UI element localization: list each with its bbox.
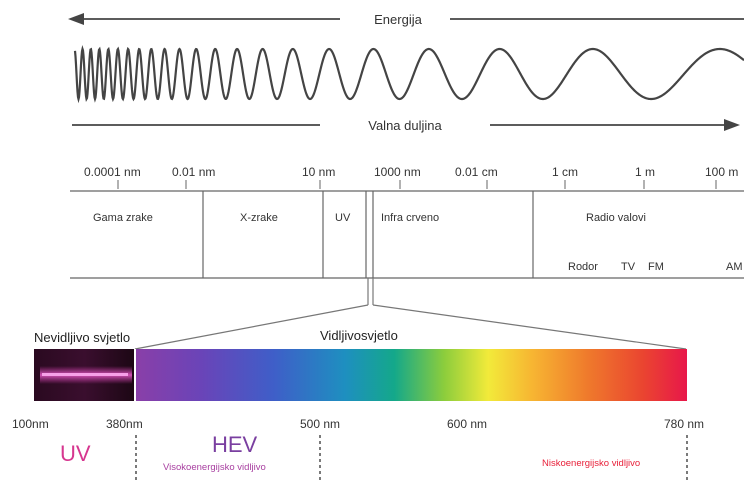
tick-marks [117, 180, 717, 189]
region-uv: UV [335, 212, 351, 224]
tick-label: 10 nm [302, 165, 335, 179]
dashed-guides [135, 435, 688, 483]
nm-label: 100nm [12, 417, 49, 431]
tick-label: 0.01 cm [455, 165, 498, 179]
zoom-connector [134, 278, 687, 350]
waveform [73, 44, 744, 104]
visible-light-label: Vidljivosvjetlo [320, 328, 398, 343]
radio-sub-radar: Rodor [568, 261, 598, 273]
nm-label: 500 nm [300, 417, 340, 431]
invisible-light-label: Nevidljivo svjetlo [34, 330, 130, 345]
tick-label: 100 m [705, 165, 738, 179]
tick-label: 0.01 nm [172, 165, 215, 179]
nm-label: 780 nm [664, 417, 704, 431]
uv-category-label: UV [60, 441, 91, 466]
nm-label: 600 nm [447, 417, 487, 431]
region-table [70, 190, 744, 279]
radio-sub-tv: TV [621, 261, 636, 273]
tick-label: 1 m [635, 165, 655, 179]
radio-sub-fm: FM [648, 261, 664, 273]
tick-label: 0.0001 nm [84, 165, 141, 179]
wavelength-label: Valna duljina [368, 118, 442, 133]
region-xray: X-zrake [240, 212, 278, 224]
energy-arrow [68, 13, 744, 25]
hev-sub-label: Visokoenergijsko vidljivo [163, 462, 266, 473]
visible-spectrum-bar [135, 349, 687, 401]
uv-glow-core [42, 373, 128, 376]
hev-category-label: HEV [212, 432, 258, 457]
wavelength-arrow [72, 119, 740, 131]
nm-label: 380nm [106, 417, 143, 431]
low-energy-label: Niskoenergijsko vidljivo [542, 458, 640, 469]
energy-label: Energija [374, 12, 422, 27]
region-infrared: Infra crveno [381, 212, 439, 224]
region-gamma: Gama zrake [93, 212, 153, 224]
scale-ticks: 0.0001 nm 0.01 nm 10 nm 1000 nm 0.01 cm … [84, 165, 738, 179]
tick-label: 1 cm [552, 165, 578, 179]
radio-sub-am: AM [726, 261, 743, 273]
tick-label: 1000 nm [374, 165, 421, 179]
region-radio: Radio valovi [586, 212, 646, 224]
